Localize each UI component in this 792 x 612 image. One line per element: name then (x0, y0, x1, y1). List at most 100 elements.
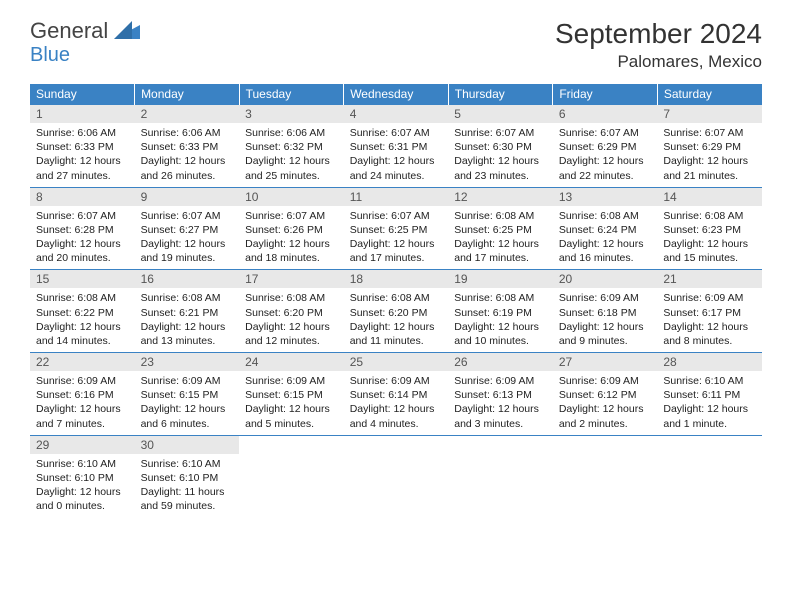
day-number: 25 (344, 353, 449, 371)
daylight-text-1: Daylight: 12 hours (663, 402, 756, 416)
daylight-text-1: Daylight: 12 hours (245, 154, 338, 168)
daylight-text-1: Daylight: 12 hours (663, 237, 756, 251)
daylight-text-2: and 1 minute. (663, 417, 756, 431)
daylight-text-2: and 16 minutes. (559, 251, 652, 265)
daylight-text-2: and 20 minutes. (36, 251, 129, 265)
calendar-cell: 24Sunrise: 6:09 AMSunset: 6:15 PMDayligh… (239, 353, 344, 436)
sunset-text: Sunset: 6:25 PM (454, 223, 547, 237)
day-number: 12 (448, 188, 553, 206)
brand-name-1: General (30, 18, 108, 44)
daylight-text-2: and 27 minutes. (36, 169, 129, 183)
day-data: Sunrise: 6:10 AMSunset: 6:10 PMDaylight:… (135, 454, 240, 518)
calendar-cell: 6Sunrise: 6:07 AMSunset: 6:29 PMDaylight… (553, 105, 658, 188)
sunset-text: Sunset: 6:22 PM (36, 306, 129, 320)
sunrise-text: Sunrise: 6:06 AM (36, 126, 129, 140)
daylight-text-1: Daylight: 12 hours (245, 320, 338, 334)
calendar-cell: 17Sunrise: 6:08 AMSunset: 6:20 PMDayligh… (239, 270, 344, 353)
day-data: Sunrise: 6:06 AMSunset: 6:33 PMDaylight:… (135, 123, 240, 187)
day-number: 24 (239, 353, 344, 371)
sunrise-text: Sunrise: 6:10 AM (663, 374, 756, 388)
brand-logo: General (30, 18, 140, 44)
daylight-text-2: and 4 minutes. (350, 417, 443, 431)
day-data: Sunrise: 6:07 AMSunset: 6:30 PMDaylight:… (448, 123, 553, 187)
calendar-table: Sunday Monday Tuesday Wednesday Thursday… (30, 84, 762, 517)
weekday-saturday: Saturday (657, 84, 762, 105)
daylight-text-1: Daylight: 12 hours (350, 402, 443, 416)
calendar-cell: 1Sunrise: 6:06 AMSunset: 6:33 PMDaylight… (30, 105, 135, 188)
calendar-row: 15Sunrise: 6:08 AMSunset: 6:22 PMDayligh… (30, 270, 762, 353)
calendar-cell: 4Sunrise: 6:07 AMSunset: 6:31 PMDaylight… (344, 105, 449, 188)
daylight-text-2: and 24 minutes. (350, 169, 443, 183)
day-number: 19 (448, 270, 553, 288)
day-number: 2 (135, 105, 240, 123)
day-number: 1 (30, 105, 135, 123)
calendar-cell: 9Sunrise: 6:07 AMSunset: 6:27 PMDaylight… (135, 187, 240, 270)
sunset-text: Sunset: 6:33 PM (36, 140, 129, 154)
sunset-text: Sunset: 6:17 PM (663, 306, 756, 320)
sunrise-text: Sunrise: 6:07 AM (663, 126, 756, 140)
day-number: 18 (344, 270, 449, 288)
sunrise-text: Sunrise: 6:08 AM (141, 291, 234, 305)
day-number: 8 (30, 188, 135, 206)
daylight-text-1: Daylight: 12 hours (350, 237, 443, 251)
calendar-cell: 25Sunrise: 6:09 AMSunset: 6:14 PMDayligh… (344, 353, 449, 436)
day-data: Sunrise: 6:09 AMSunset: 6:17 PMDaylight:… (657, 288, 762, 352)
sunrise-text: Sunrise: 6:08 AM (454, 209, 547, 223)
sunset-text: Sunset: 6:29 PM (663, 140, 756, 154)
month-title: September 2024 (555, 18, 762, 50)
day-number: 29 (30, 436, 135, 454)
day-data: Sunrise: 6:09 AMSunset: 6:14 PMDaylight:… (344, 371, 449, 435)
sunrise-text: Sunrise: 6:07 AM (350, 209, 443, 223)
calendar-cell: 26Sunrise: 6:09 AMSunset: 6:13 PMDayligh… (448, 353, 553, 436)
sunrise-text: Sunrise: 6:08 AM (559, 209, 652, 223)
sunset-text: Sunset: 6:33 PM (141, 140, 234, 154)
daylight-text-1: Daylight: 11 hours (141, 485, 234, 499)
daylight-text-2: and 12 minutes. (245, 334, 338, 348)
calendar-cell: 28Sunrise: 6:10 AMSunset: 6:11 PMDayligh… (657, 353, 762, 436)
calendar-cell: 23Sunrise: 6:09 AMSunset: 6:15 PMDayligh… (135, 353, 240, 436)
page-header: General September 2024 Palomares, Mexico (0, 0, 792, 78)
calendar-row: 29Sunrise: 6:10 AMSunset: 6:10 PMDayligh… (30, 435, 762, 517)
calendar-cell: 13Sunrise: 6:08 AMSunset: 6:24 PMDayligh… (553, 187, 658, 270)
sunrise-text: Sunrise: 6:07 AM (454, 126, 547, 140)
daylight-text-1: Daylight: 12 hours (454, 402, 547, 416)
sunset-text: Sunset: 6:23 PM (663, 223, 756, 237)
day-number: 13 (553, 188, 658, 206)
daylight-text-2: and 2 minutes. (559, 417, 652, 431)
sunrise-text: Sunrise: 6:09 AM (454, 374, 547, 388)
daylight-text-2: and 59 minutes. (141, 499, 234, 513)
sunrise-text: Sunrise: 6:09 AM (350, 374, 443, 388)
daylight-text-1: Daylight: 12 hours (454, 320, 547, 334)
sunset-text: Sunset: 6:19 PM (454, 306, 547, 320)
day-number: 11 (344, 188, 449, 206)
daylight-text-1: Daylight: 12 hours (36, 320, 129, 334)
daylight-text-2: and 25 minutes. (245, 169, 338, 183)
calendar-cell: 21Sunrise: 6:09 AMSunset: 6:17 PMDayligh… (657, 270, 762, 353)
sunset-text: Sunset: 6:15 PM (141, 388, 234, 402)
daylight-text-1: Daylight: 12 hours (36, 485, 129, 499)
day-data: Sunrise: 6:07 AMSunset: 6:31 PMDaylight:… (344, 123, 449, 187)
weekday-thursday: Thursday (448, 84, 553, 105)
daylight-text-1: Daylight: 12 hours (141, 154, 234, 168)
daylight-text-1: Daylight: 12 hours (559, 154, 652, 168)
location-label: Palomares, Mexico (555, 52, 762, 72)
sunrise-text: Sunrise: 6:07 AM (36, 209, 129, 223)
daylight-text-1: Daylight: 12 hours (141, 320, 234, 334)
day-data: Sunrise: 6:06 AMSunset: 6:33 PMDaylight:… (30, 123, 135, 187)
day-number: 9 (135, 188, 240, 206)
calendar-row: 1Sunrise: 6:06 AMSunset: 6:33 PMDaylight… (30, 105, 762, 188)
daylight-text-2: and 6 minutes. (141, 417, 234, 431)
daylight-text-2: and 9 minutes. (559, 334, 652, 348)
day-data: Sunrise: 6:08 AMSunset: 6:24 PMDaylight:… (553, 206, 658, 270)
sunset-text: Sunset: 6:10 PM (141, 471, 234, 485)
calendar-cell (239, 435, 344, 517)
daylight-text-2: and 10 minutes. (454, 334, 547, 348)
calendar-cell: 27Sunrise: 6:09 AMSunset: 6:12 PMDayligh… (553, 353, 658, 436)
sunset-text: Sunset: 6:31 PM (350, 140, 443, 154)
daylight-text-2: and 7 minutes. (36, 417, 129, 431)
day-data: Sunrise: 6:07 AMSunset: 6:28 PMDaylight:… (30, 206, 135, 270)
sunrise-text: Sunrise: 6:08 AM (663, 209, 756, 223)
daylight-text-2: and 15 minutes. (663, 251, 756, 265)
daylight-text-2: and 17 minutes. (350, 251, 443, 265)
day-data: Sunrise: 6:09 AMSunset: 6:18 PMDaylight:… (553, 288, 658, 352)
